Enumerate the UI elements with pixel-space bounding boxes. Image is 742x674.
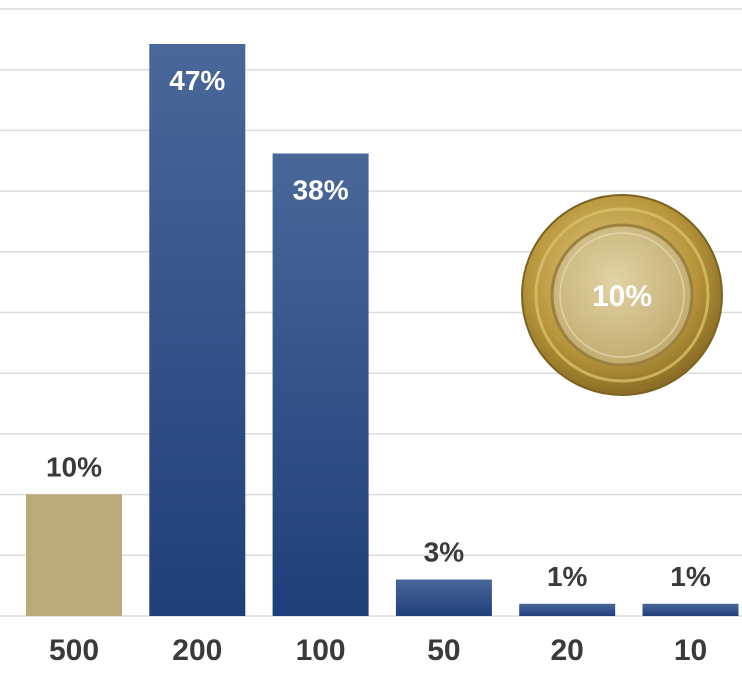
bar-50 bbox=[395, 579, 492, 616]
value-label-20: 1% bbox=[547, 561, 588, 592]
bar-500 bbox=[26, 494, 122, 616]
x-tick-200: 200 bbox=[172, 634, 222, 667]
bar-20 bbox=[519, 603, 616, 616]
gold-coin-icon: 10% bbox=[521, 194, 723, 396]
bars bbox=[26, 44, 739, 616]
value-label-50: 3% bbox=[424, 537, 465, 568]
bar-10 bbox=[642, 603, 739, 616]
bar-200 bbox=[149, 44, 246, 616]
x-tick-10: 10 bbox=[674, 634, 707, 667]
bar-100 bbox=[272, 153, 369, 616]
value-label-500: 10% bbox=[46, 451, 102, 482]
coin-label: 10% bbox=[592, 280, 652, 313]
value-labels: 10% 47% 38% 3% 1% 1% bbox=[46, 65, 711, 592]
x-tick-500: 500 bbox=[49, 634, 99, 667]
value-label-100: 38% bbox=[293, 175, 349, 206]
x-tick-50: 50 bbox=[427, 634, 460, 667]
value-label-10: 1% bbox=[670, 561, 711, 592]
value-label-200: 47% bbox=[169, 65, 225, 96]
x-tick-100: 100 bbox=[296, 634, 346, 667]
x-tick-20: 20 bbox=[551, 634, 584, 667]
x-tick-labels: 500 200 100 50 20 10 bbox=[49, 634, 707, 667]
gridlines bbox=[0, 8, 742, 617]
